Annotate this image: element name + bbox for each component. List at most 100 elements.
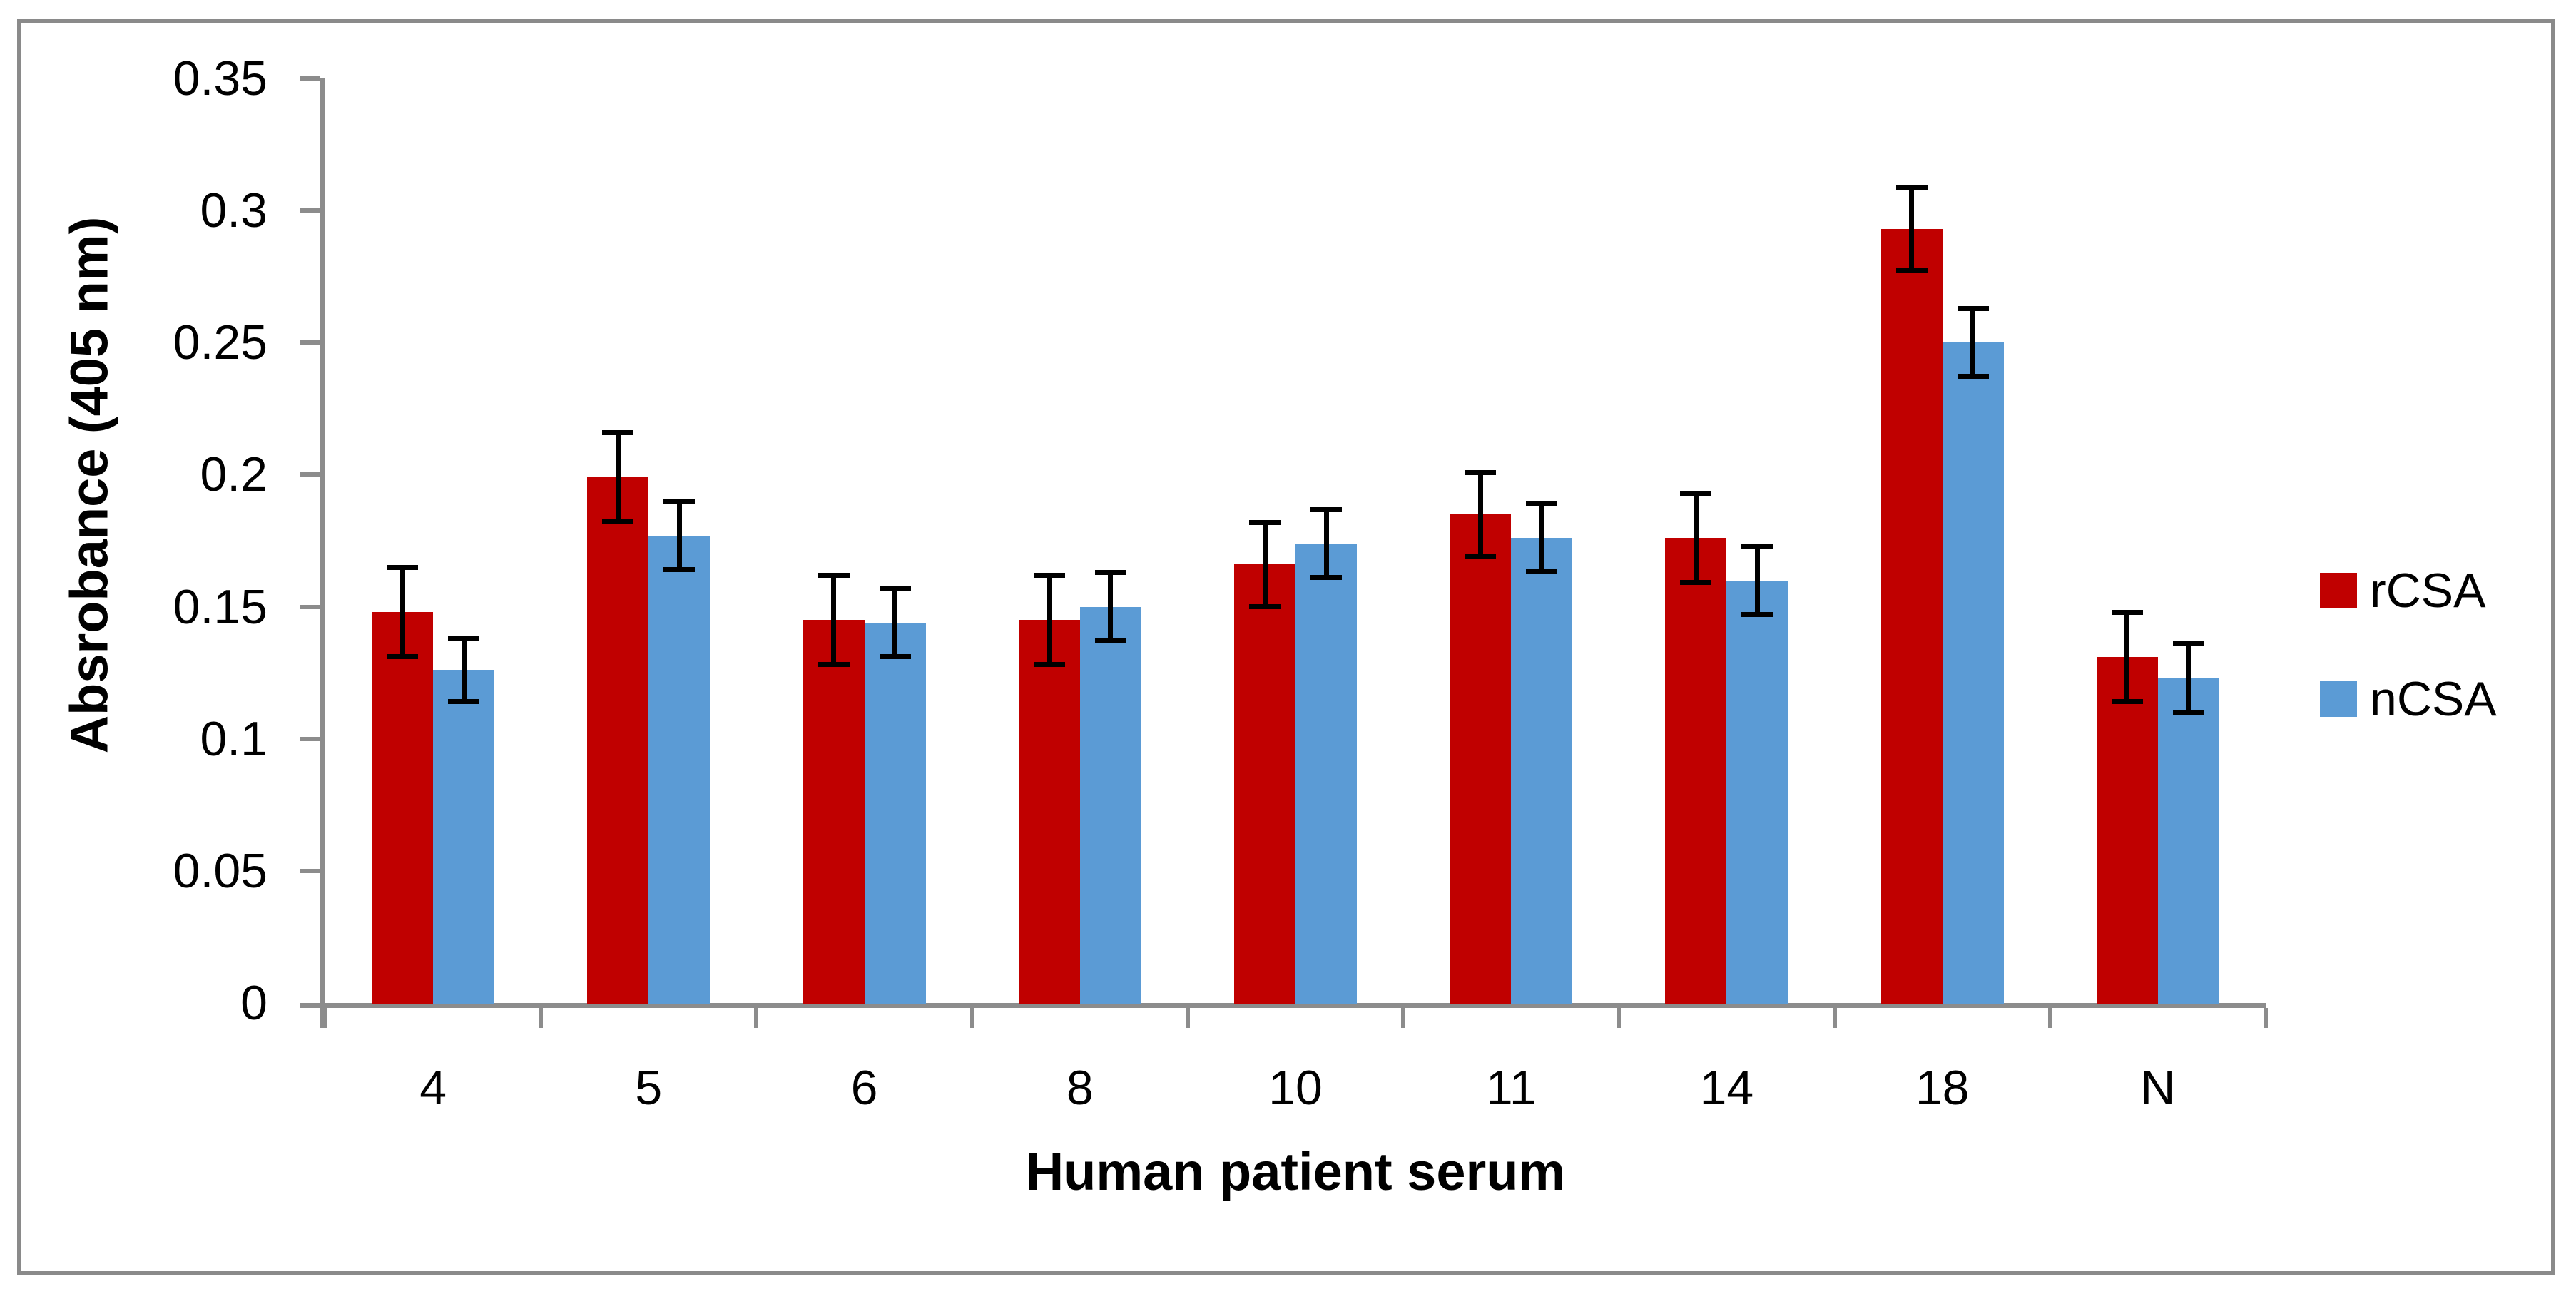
y-tick-label-0.35: 0.35 <box>173 51 268 106</box>
error-bar-rcsa-8-line <box>1047 575 1052 666</box>
error-bar-ncsa-14-cap-top <box>1741 544 1773 549</box>
y-tick <box>300 736 320 741</box>
x-tick <box>539 1008 544 1028</box>
x-category-label-10: 10 <box>1268 1061 1323 1115</box>
bar-rcsa-4 <box>372 611 434 1004</box>
y-tick-label-0.2: 0.2 <box>200 447 268 502</box>
legend-item-rcsa: rCSA <box>2320 566 2485 615</box>
error-bar-rcsa-10-cap-bottom <box>1249 603 1281 609</box>
bar-rcsa-14 <box>1665 538 1727 1004</box>
y-tick-label-0.15: 0.15 <box>173 579 268 634</box>
x-category-label-5: 5 <box>635 1061 663 1115</box>
y-tick-label-0.1: 0.1 <box>200 711 268 766</box>
error-bar-ncsa-18-cap-top <box>1957 306 1989 312</box>
bar-ncsa-14 <box>1726 580 1788 1004</box>
error-bar-ncsa-4-cap-top <box>448 636 480 641</box>
bar-ncsa-11 <box>1511 538 1573 1004</box>
error-bar-rcsa-n-cap-top <box>2111 609 2143 615</box>
error-bar-rcsa-14-cap-top <box>1680 491 1712 496</box>
x-tick <box>323 1008 327 1028</box>
bar-rcsa-18 <box>1880 229 1943 1004</box>
x-axis-line <box>300 1003 2266 1008</box>
y-tick <box>300 76 320 81</box>
error-bar-rcsa-4-line <box>399 567 405 657</box>
x-category-label-8: 8 <box>1066 1061 1094 1115</box>
x-tick <box>1401 1008 1406 1028</box>
x-tick <box>1617 1008 1622 1028</box>
error-bar-ncsa-5-cap-top <box>663 499 696 504</box>
x-category-label-14: 14 <box>1699 1061 1754 1115</box>
error-bar-rcsa-n-line <box>2124 611 2130 702</box>
x-tick <box>2047 1008 2052 1028</box>
bar-ncsa-6 <box>864 622 926 1004</box>
error-bar-rcsa-10-cap-top <box>1249 520 1281 526</box>
x-tick <box>1832 1008 1837 1028</box>
x-category-label-n: N <box>2140 1061 2176 1115</box>
error-bar-ncsa-18-line <box>1970 308 1976 377</box>
error-bar-rcsa-4-cap-top <box>387 565 419 571</box>
error-bar-rcsa-14-cap-bottom <box>1680 580 1712 586</box>
y-tick-label-0.25: 0.25 <box>173 315 268 370</box>
error-bar-ncsa-4-line <box>461 638 467 702</box>
error-bar-ncsa-10-cap-bottom <box>1310 574 1342 580</box>
error-bar-ncsa-6-cap-bottom <box>879 653 911 659</box>
error-bar-ncsa-5-line <box>676 501 682 570</box>
y-axis-title: Absrobance (405 nm) <box>59 216 119 754</box>
error-bar-rcsa-18-cap-top <box>1895 184 1928 190</box>
error-bar-ncsa-10-cap-top <box>1310 506 1342 512</box>
y-tick-label-0.05: 0.05 <box>173 843 268 898</box>
x-axis-title: Human patient serum <box>1025 1142 1566 1201</box>
error-bar-ncsa-11-cap-bottom <box>1526 569 1558 575</box>
y-tick-label-0.3: 0.3 <box>200 183 268 238</box>
bar-rcsa-5 <box>587 477 649 1004</box>
x-tick <box>1185 1008 1190 1028</box>
y-tick <box>300 340 320 345</box>
error-bar-rcsa-11-cap-bottom <box>1465 554 1497 559</box>
error-bar-ncsa-10-line <box>1323 509 1329 578</box>
error-bar-rcsa-6-cap-top <box>818 573 850 579</box>
error-bar-ncsa-8-cap-bottom <box>1094 638 1126 643</box>
error-bar-rcsa-5-cap-bottom <box>602 519 634 525</box>
error-bar-ncsa-8-line <box>1108 572 1114 641</box>
bar-ncsa-8 <box>1079 606 1141 1004</box>
error-bar-ncsa-n-cap-bottom <box>2172 709 2204 715</box>
y-tick <box>300 868 320 873</box>
legend-label-ncsa: nCSA <box>2370 672 2497 726</box>
bar-ncsa-4 <box>433 670 495 1004</box>
error-bar-rcsa-11-cap-top <box>1465 469 1497 475</box>
x-tick <box>969 1008 974 1028</box>
error-bar-ncsa-n-cap-top <box>2172 641 2204 647</box>
x-category-label-11: 11 <box>1485 1061 1537 1115</box>
error-bar-ncsa-6-cap-top <box>879 586 911 591</box>
error-bar-ncsa-4-cap-bottom <box>448 698 480 704</box>
error-bar-rcsa-11-line <box>1477 472 1483 557</box>
y-tick <box>300 604 320 609</box>
x-category-label-6: 6 <box>850 1061 878 1115</box>
bar-ncsa-5 <box>648 535 711 1004</box>
error-bar-ncsa-5-cap-bottom <box>663 566 696 572</box>
error-bar-rcsa-14-line <box>1693 493 1699 584</box>
error-bar-rcsa-5-cap-top <box>602 430 634 436</box>
legend-item-ncsa: nCSA <box>2320 672 2497 726</box>
bar-rcsa-11 <box>1450 514 1512 1004</box>
y-tick-label-0: 0 <box>240 976 268 1030</box>
error-bar-rcsa-18-line <box>1909 186 1915 272</box>
error-bar-ncsa-11-line <box>1539 504 1544 573</box>
bar-rcsa-6 <box>803 620 865 1004</box>
error-bar-rcsa-8-cap-top <box>1033 573 1065 579</box>
x-category-label-18: 18 <box>1915 1061 1970 1115</box>
error-bar-ncsa-6-line <box>892 588 898 657</box>
error-bar-ncsa-11-cap-top <box>1526 501 1558 507</box>
x-tick <box>754 1008 759 1028</box>
error-bar-rcsa-n-cap-bottom <box>2111 698 2143 704</box>
error-bar-rcsa-5-line <box>615 432 621 523</box>
bar-rcsa-8 <box>1018 620 1080 1004</box>
bar-rcsa-n <box>2096 656 2158 1004</box>
y-tick <box>300 472 320 477</box>
error-bar-rcsa-4-cap-bottom <box>387 653 419 659</box>
error-bar-ncsa-18-cap-bottom <box>1957 374 1989 379</box>
error-bar-rcsa-8-cap-bottom <box>1033 662 1065 668</box>
error-bar-rcsa-6-line <box>831 575 837 666</box>
error-bar-ncsa-n-line <box>2186 643 2191 713</box>
